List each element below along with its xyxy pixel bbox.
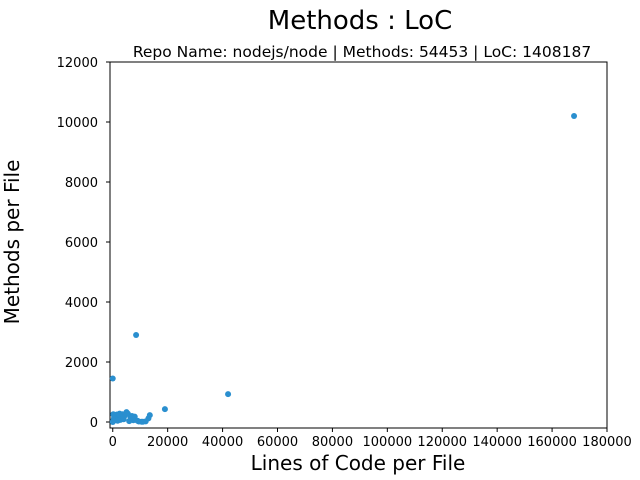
data-point <box>139 418 146 425</box>
x-axis-label: Lines of Code per File <box>251 451 466 475</box>
data-point <box>120 414 127 421</box>
chart-subtitle: Repo Name: nodejs/node | Methods: 54453 … <box>133 43 591 61</box>
y-axis-label: Methods per File <box>0 160 24 325</box>
data-point <box>133 332 140 338</box>
x-tick-label: 40000 <box>202 435 243 450</box>
y-tick-label: 4000 <box>65 296 98 311</box>
x-tick-label: 80000 <box>312 435 353 450</box>
x-tick-label: 160000 <box>527 435 577 450</box>
data-points <box>109 113 578 425</box>
data-point <box>126 418 133 425</box>
y-tick-label: 0 <box>90 416 98 431</box>
data-point <box>134 417 141 424</box>
data-point <box>110 411 117 418</box>
x-tick-label: 140000 <box>472 435 522 450</box>
data-point <box>161 406 168 413</box>
data-point <box>109 419 116 425</box>
data-point <box>571 113 578 119</box>
chart-title: Methods : LoC <box>268 6 452 36</box>
x-tick-label: 100000 <box>363 435 413 450</box>
x-tick-label: 180000 <box>582 435 632 450</box>
y-tick-label: 12000 <box>57 56 98 71</box>
x-tick-label: 0 <box>109 435 117 450</box>
data-point <box>128 413 135 419</box>
y-tick-label: 10000 <box>57 116 98 131</box>
plot-frame <box>109 61 608 429</box>
data-point <box>225 391 232 398</box>
y-tick-label: 2000 <box>65 356 98 371</box>
y-tick-label: 6000 <box>65 236 98 251</box>
x-tick-label: 20000 <box>147 435 188 450</box>
x-tick-label: 120000 <box>417 435 467 450</box>
x-tick-label: 60000 <box>257 435 298 450</box>
x-axis-ticks: 0 20000 40000 60000 80000 100000 120000 140000 1… <box>109 428 632 450</box>
y-axis-ticks: 0 2000 4000 6000 8000 10000 12000 <box>57 56 110 431</box>
y-tick-label: 8000 <box>65 176 98 191</box>
data-point <box>109 375 116 382</box>
